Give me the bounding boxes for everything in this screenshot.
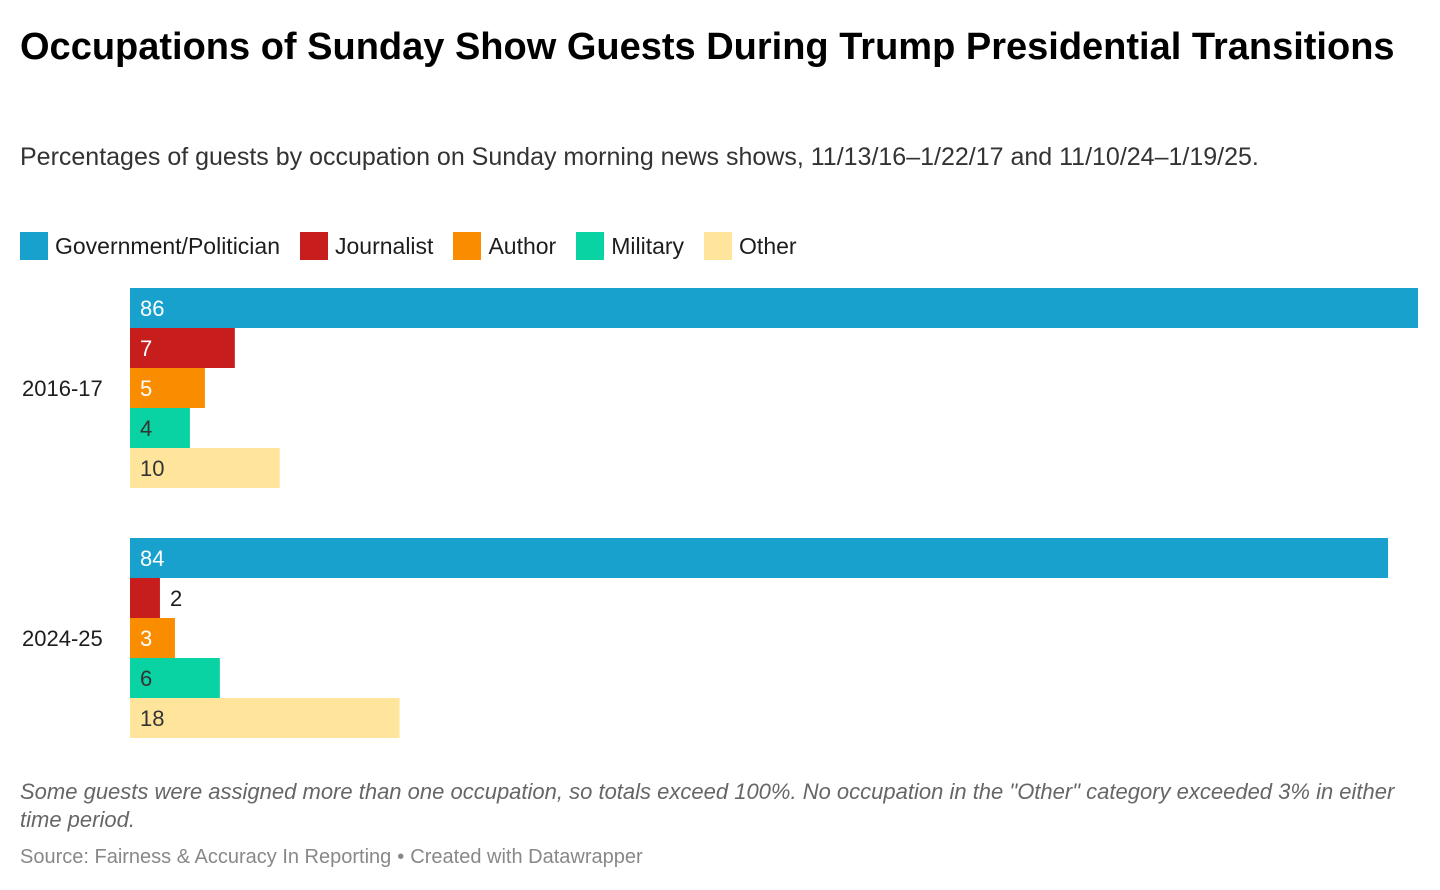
bar-value-label: 7 bbox=[140, 336, 152, 361]
legend-item-1: Journalist bbox=[300, 232, 433, 260]
legend-label: Government/Politician bbox=[55, 232, 280, 259]
legend-item-3: Military bbox=[576, 232, 684, 260]
bar bbox=[130, 578, 160, 618]
group-label: 2016-17 bbox=[22, 376, 103, 401]
legend-label: Author bbox=[488, 232, 557, 259]
legend-swatch bbox=[300, 232, 328, 260]
source-text: Source: Fairness & Accuracy In Reporting bbox=[20, 846, 392, 868]
bar-value-label: 84 bbox=[140, 546, 164, 571]
chart-footer: Source: Fairness & Accuracy In Reporting… bbox=[20, 844, 643, 870]
footer-separator: • bbox=[397, 846, 405, 868]
credit-link[interactable]: Created with Datawrapper bbox=[410, 846, 643, 868]
bar-value-label: 5 bbox=[140, 376, 152, 401]
group-label: 2024-25 bbox=[22, 626, 103, 651]
bar bbox=[130, 408, 190, 448]
chart-notes: Some guests were assigned more than one … bbox=[20, 779, 1395, 832]
bar bbox=[130, 658, 220, 698]
bar-value-label: 3 bbox=[140, 626, 152, 651]
legend-swatch bbox=[20, 232, 48, 260]
bar-value-label: 2 bbox=[170, 586, 182, 611]
legend: Government/Politician Journalist Author Mil… bbox=[20, 232, 817, 260]
legend-swatch bbox=[704, 232, 733, 260]
bar bbox=[130, 328, 235, 368]
legend-item-2: Author bbox=[453, 232, 556, 260]
bar-value-label: 4 bbox=[140, 416, 152, 441]
bar-value-label: 10 bbox=[140, 456, 164, 481]
legend-item-0: Government/Politician bbox=[20, 232, 280, 260]
bar-value-label: 86 bbox=[140, 296, 164, 321]
bar bbox=[130, 368, 205, 408]
bar bbox=[130, 448, 280, 488]
bar bbox=[130, 618, 175, 658]
legend-item-4: Other bbox=[704, 232, 797, 260]
legend-label: Journalist bbox=[335, 232, 434, 259]
chart-subtitle: Percentages of guests by occupation on S… bbox=[20, 143, 1259, 171]
bar-value-label: 6 bbox=[140, 666, 152, 691]
bar bbox=[130, 698, 400, 738]
legend-label: Other bbox=[739, 232, 797, 259]
bar-value-label: 18 bbox=[140, 706, 164, 731]
legend-swatch bbox=[576, 232, 605, 260]
bar bbox=[130, 538, 1389, 578]
bar bbox=[130, 288, 1418, 328]
legend-label: Military bbox=[611, 232, 685, 259]
legend-swatch bbox=[453, 232, 482, 260]
chart-title: Occupations of Sunday Show Guests During… bbox=[20, 26, 1395, 68]
